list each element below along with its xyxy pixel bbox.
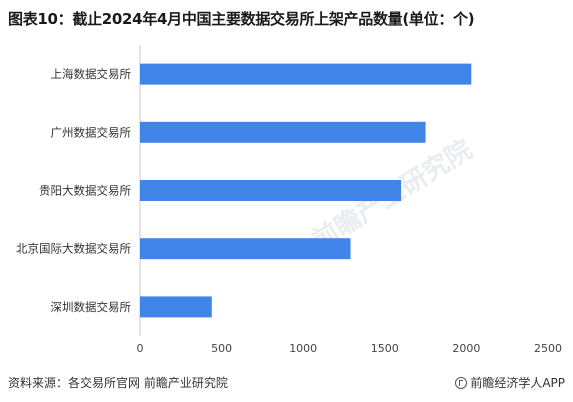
brand-credit: 前瞻经济学人APP: [455, 374, 565, 391]
category-label-4: 北京国际大数据交易所: [16, 242, 131, 256]
bar-2: [140, 121, 426, 143]
x-tick-label-2500: 2500: [534, 342, 562, 355]
x-tick-labels-group: 0 500 1000 1500 2000 2500: [137, 342, 563, 355]
bars-group: [140, 63, 472, 318]
bar-1: [140, 63, 472, 85]
x-tick-label-1000: 1000: [289, 342, 317, 355]
bar-5: [140, 296, 212, 318]
x-tick-label-500: 500: [211, 342, 232, 355]
bar-3: [140, 180, 402, 201]
chart-title: 图表10：截止2024年4月中国主要数据交易所上架产品数量(单位：个): [8, 10, 475, 28]
x-tick-label-1500: 1500: [371, 342, 399, 355]
bar-4: [140, 238, 351, 260]
brand-logo-icon: [455, 377, 468, 389]
x-tick-label-2000: 2000: [452, 342, 480, 355]
category-label-1: 上海数据交易所: [51, 67, 132, 81]
category-label-2: 广州数据交易所: [51, 125, 132, 139]
source-note: 资料来源：各交易所官网 前瞻产业研究院: [8, 376, 228, 390]
category-label-3: 贵阳大数据交易所: [39, 184, 131, 198]
brand-text: 前瞻经济学人APP: [470, 376, 565, 390]
x-tick-label-0: 0: [137, 342, 144, 355]
category-label-5: 深圳数据交易所: [51, 300, 132, 314]
